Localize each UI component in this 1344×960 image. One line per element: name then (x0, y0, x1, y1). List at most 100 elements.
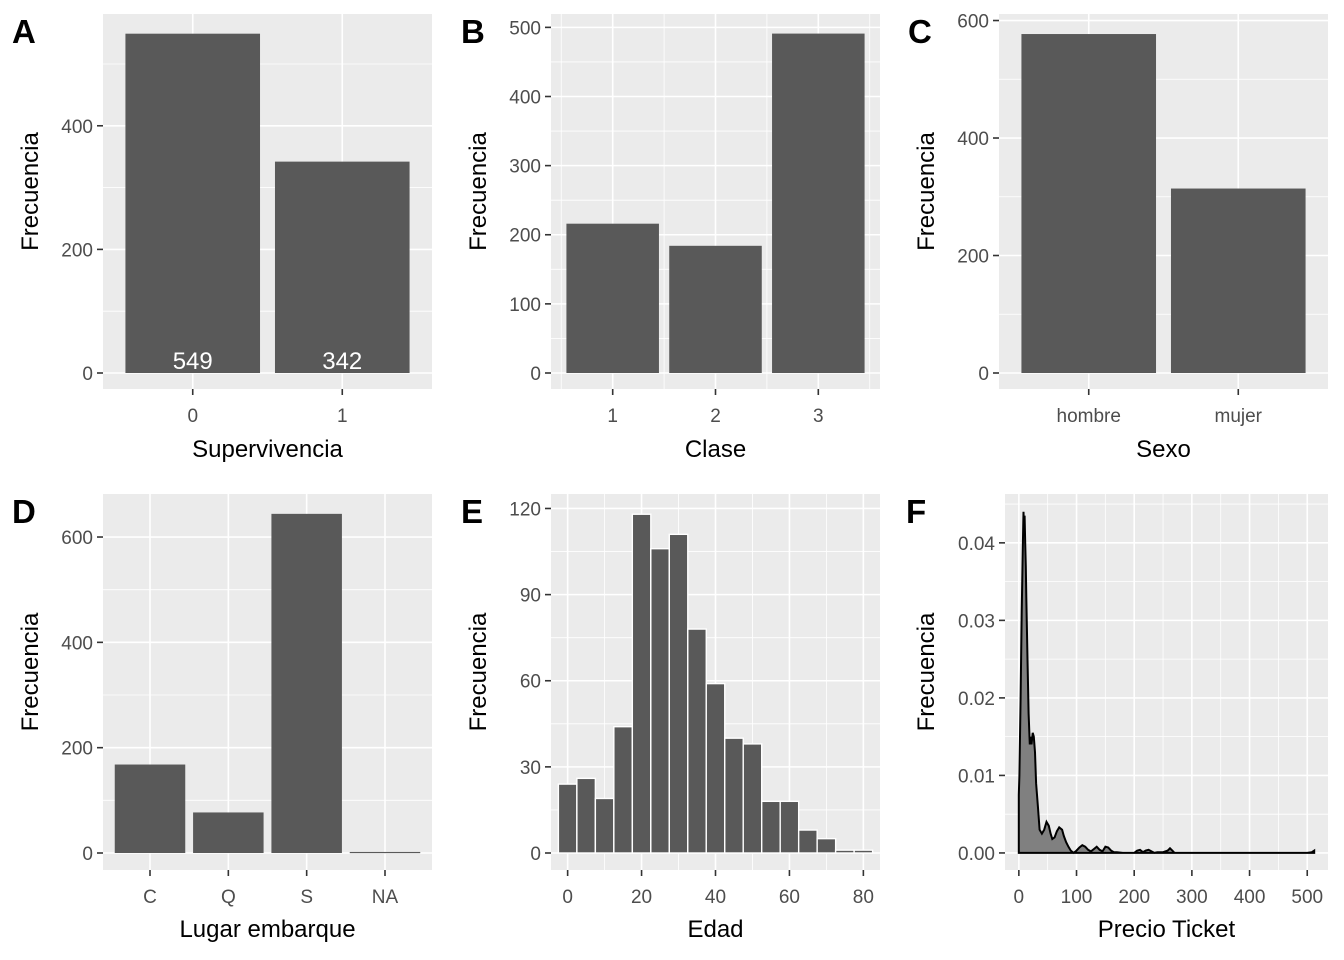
histogram-bar (705, 682, 726, 854)
x-tick-label: 0 (1014, 887, 1025, 908)
bar-s (271, 513, 342, 853)
histogram-bar (724, 737, 744, 854)
y-tick-label: 400 (61, 117, 93, 138)
panel-tag: A (12, 13, 36, 50)
y-tick-label: 200 (61, 739, 93, 760)
y-tick-label: 0 (82, 844, 93, 865)
bar-1 (566, 223, 659, 373)
y-tick-label: 0.02 (958, 689, 995, 710)
x-tick-label: 80 (853, 887, 874, 908)
y-tick-label: 400 (61, 633, 93, 654)
y-tick-label: 60 (520, 672, 541, 693)
y-tick-label: 500 (509, 18, 541, 39)
x-tick-label: 500 (1291, 887, 1323, 908)
y-tick-label: 0.03 (958, 611, 995, 632)
x-tick-label: 0 (562, 887, 573, 908)
y-tick-label: 200 (61, 240, 93, 261)
x-tick-label: Q (221, 887, 236, 908)
bar-hombre (1021, 34, 1157, 373)
y-tick-label: 0 (530, 364, 541, 385)
x-tick-label: 200 (1118, 887, 1150, 908)
histogram-bar (576, 777, 597, 854)
y-tick-label: 400 (957, 129, 989, 150)
density-curve (1017, 511, 1316, 855)
x-tick-label: 1 (607, 406, 618, 427)
panel-f: 0.00 0.01 0.02 0.03 0.04 0 100 200 300 400 500 Prec… (906, 493, 1328, 943)
x-tick-label: NA (372, 887, 399, 908)
histogram-bar (557, 783, 578, 854)
bar-na (349, 851, 421, 854)
bar-mujer (1170, 188, 1306, 373)
x-axis-title: Supervivencia (192, 436, 343, 463)
x-tick-label: 40 (705, 887, 726, 908)
y-tick-label: 400 (509, 87, 541, 108)
x-axis-title: Lugar embarque (179, 916, 355, 943)
histogram-bar (742, 743, 763, 854)
y-tick-label: 90 (520, 586, 541, 607)
histogram-bar (613, 725, 634, 854)
y-tick-label: 600 (957, 12, 989, 33)
x-axis-title: Clase (685, 436, 746, 463)
y-tick-label: 120 (509, 499, 541, 520)
x-tick-label: mujer (1215, 406, 1263, 427)
x-tick-label: 3 (813, 406, 824, 427)
y-axis-title: Frecuencia (17, 612, 44, 731)
histogram-bar (650, 547, 670, 854)
y-axis-title: Frecuencia (913, 131, 940, 250)
histogram-bar (779, 800, 800, 854)
y-tick-label: 0 (978, 364, 989, 385)
y-tick-label: 0 (82, 364, 93, 385)
y-tick-label: 200 (957, 247, 989, 268)
x-tick-label: 0 (187, 406, 198, 427)
bar-0 (125, 33, 261, 373)
y-axis-title: Frecuencia (913, 612, 940, 731)
bar-c (114, 764, 186, 853)
panel-tag: C (908, 13, 932, 50)
panel-a: 0 200 400 0 1 549 342 Supervivencia Frecuencia A (12, 13, 432, 463)
histogram-bar (816, 837, 837, 854)
histogram-bar (834, 849, 855, 854)
x-tick-label: 20 (631, 887, 652, 908)
panel-c: 0 200 400 600 hombre mujer Sexo Frecuencia C (908, 12, 1328, 463)
histogram-bar (853, 849, 874, 854)
histogram-bar (687, 628, 707, 854)
y-tick-label: 0.01 (958, 766, 995, 787)
x-axis-title: Precio Ticket (1098, 916, 1236, 943)
y-axis-title: Frecuencia (17, 131, 44, 250)
y-tick-label: 0 (530, 844, 541, 865)
histogram-bar (761, 800, 781, 854)
x-tick-label: 60 (779, 887, 800, 908)
bar-data-label: 342 (322, 348, 362, 375)
plot-background (1005, 494, 1328, 870)
y-axis-title: Frecuencia (465, 131, 492, 250)
x-tick-label: C (143, 887, 157, 908)
panel-d: 0 200 400 600 C Q S NA Lugar embarque Frecuencia D (12, 493, 432, 943)
bar-q (193, 812, 264, 853)
y-tick-label: 100 (509, 295, 541, 316)
x-tick-label: 1 (337, 406, 348, 427)
y-tick-label: 600 (61, 528, 93, 549)
bar-2 (669, 245, 762, 373)
y-tick-label: 0.04 (958, 534, 995, 555)
bar-3 (772, 33, 865, 373)
panel-e: 0 30 60 90 120 0 20 40 60 80 Edad Frecuencia E (461, 493, 880, 943)
panel-tag: D (12, 493, 36, 530)
panel-tag: B (461, 13, 485, 50)
panel-tag: E (461, 493, 483, 530)
bar-1 (274, 161, 410, 373)
histogram-bar (594, 797, 615, 854)
y-tick-label: 300 (509, 157, 541, 178)
x-tick-label: 100 (1061, 887, 1093, 908)
histogram-bar (668, 533, 689, 854)
x-tick-label: 300 (1176, 887, 1208, 908)
bar-data-label: 549 (173, 348, 213, 375)
x-tick-label: hombre (1057, 406, 1121, 427)
x-tick-label: S (300, 887, 313, 908)
histogram-bar (631, 513, 652, 854)
x-tick-label: 400 (1234, 887, 1266, 908)
y-axis-title: Frecuencia (465, 612, 492, 731)
panel-b: 0 100 200 300 400 500 1 2 3 Clase Frecuencia B (461, 13, 880, 463)
y-tick-label: 0.00 (958, 844, 995, 865)
y-tick-label: 30 (520, 758, 541, 779)
